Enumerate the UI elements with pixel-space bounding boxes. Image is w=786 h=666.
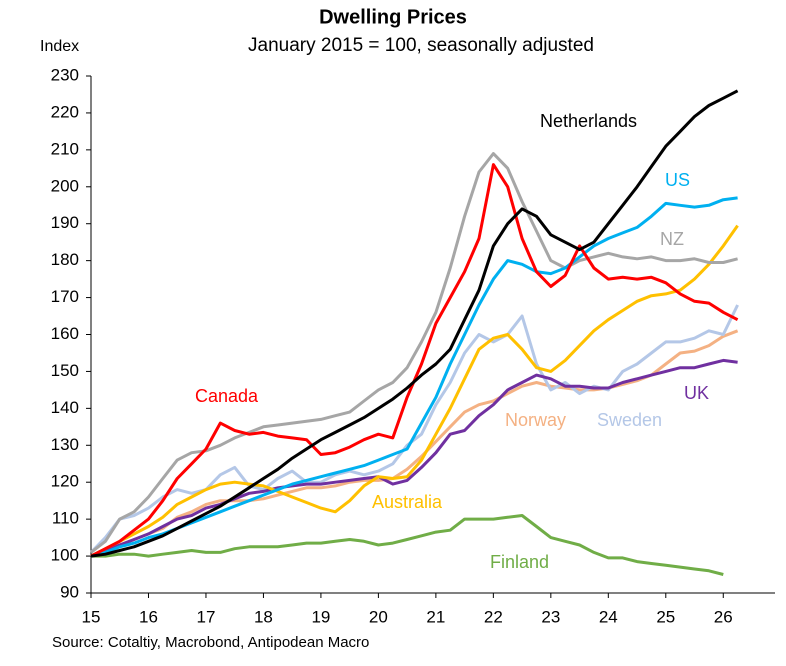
series-label: NZ (660, 229, 684, 249)
series-line (90, 224, 739, 558)
y-tick-label: 160 (51, 324, 79, 343)
x-tick-label: 25 (656, 607, 675, 626)
y-tick-label: 140 (51, 398, 79, 417)
series-line (90, 152, 738, 554)
x-tick-label: 20 (369, 607, 388, 626)
y-tick-label: 220 (51, 102, 79, 121)
series-label: UK (684, 383, 709, 403)
source-note: Source: Cotaltiy, Macrobond, Antipodean … (52, 634, 369, 651)
series-line (89, 304, 739, 554)
y-tick-label: 130 (51, 435, 79, 454)
y-tick-label: 180 (51, 250, 79, 269)
series-label: Norway (505, 410, 566, 430)
y-tick-label: 150 (51, 361, 79, 380)
y-tick-label: 110 (52, 509, 79, 528)
y-tick-label: 90 (60, 582, 79, 601)
chart-subtitle: January 2015 = 100, seasonally adjusted (248, 35, 594, 56)
x-tick-label: 16 (139, 607, 158, 626)
x-tick-label: 23 (541, 607, 560, 626)
series-label: Australia (372, 492, 443, 512)
x-tick-label: 21 (426, 607, 445, 626)
series-line (90, 329, 739, 558)
y-axis-label: Index (40, 38, 79, 55)
series-line (91, 514, 724, 576)
y-tick-label: 210 (51, 139, 79, 158)
series-line (90, 196, 738, 558)
y-tick-label: 190 (51, 213, 79, 232)
series-line (90, 89, 739, 558)
y-tick-label: 200 (51, 176, 79, 195)
y-tick-label: 100 (51, 546, 79, 565)
x-tick-label: 22 (484, 607, 503, 626)
y-tick-label: 170 (51, 287, 79, 306)
x-tick-label: 17 (196, 607, 215, 626)
y-tick-label: 230 (51, 65, 79, 84)
x-tick-label: 24 (599, 607, 618, 626)
x-tick-label: 18 (254, 607, 273, 626)
series-label: Finland (490, 552, 549, 572)
x-tick-label: 19 (311, 607, 330, 626)
chart-title: Dwelling Prices (319, 6, 467, 28)
series-label: Canada (195, 386, 259, 406)
x-tick-label: 15 (82, 607, 101, 626)
y-tick-label: 120 (51, 472, 79, 491)
series-label: Netherlands (540, 111, 637, 131)
x-tick-label: 26 (714, 607, 733, 626)
series-label: Sweden (597, 410, 662, 430)
series-label: US (665, 170, 690, 190)
series-line (90, 358, 738, 558)
